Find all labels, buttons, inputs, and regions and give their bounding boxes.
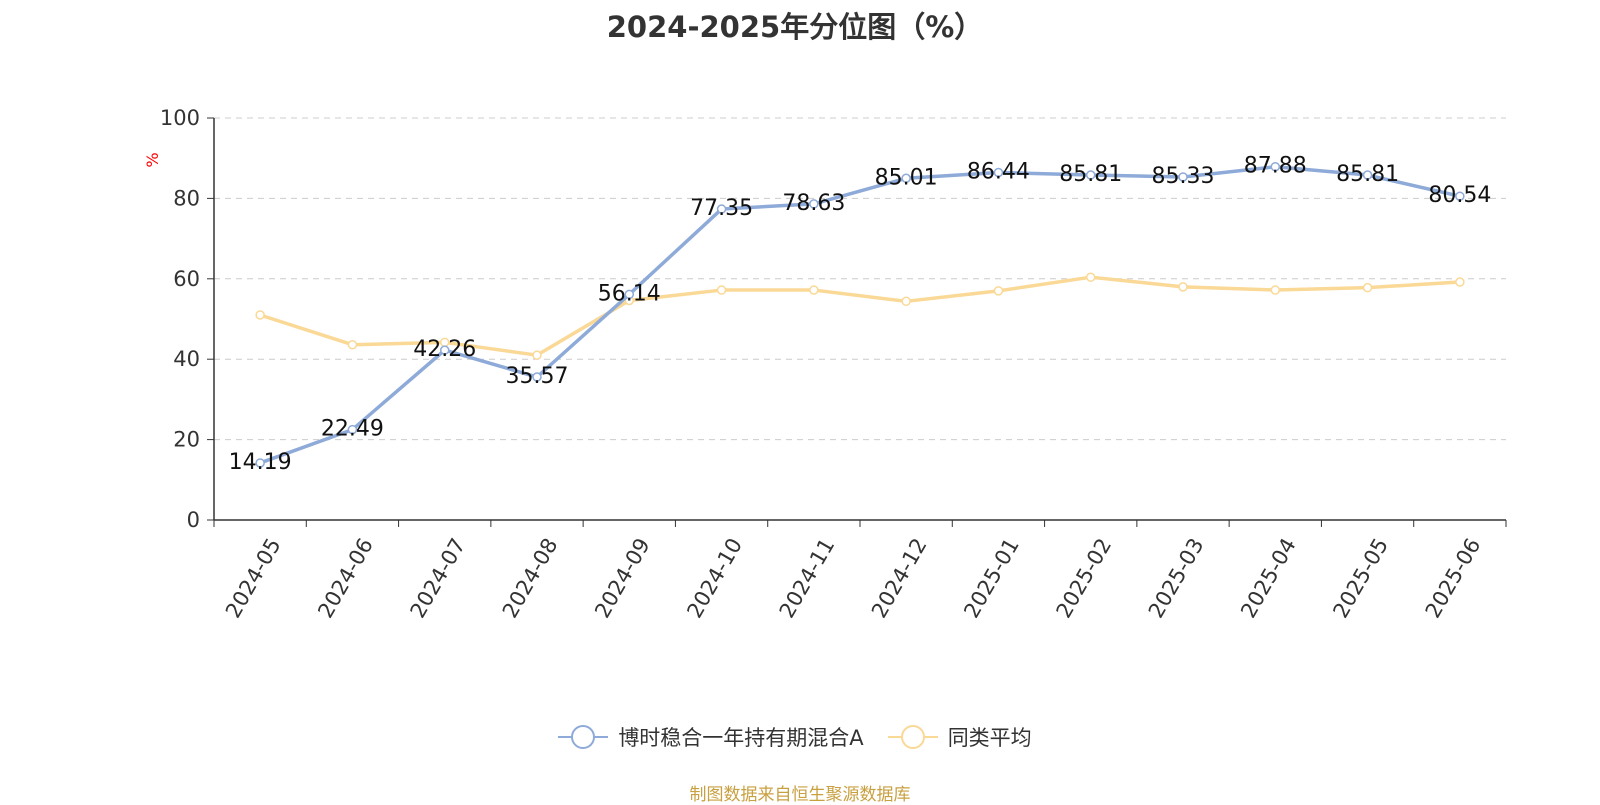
legend-label: 同类平均	[947, 726, 1032, 750]
data-point	[993, 286, 1004, 296]
x-tick-label: 2025-05	[1328, 534, 1393, 622]
y-tick-label: 0	[187, 508, 200, 532]
data-point	[901, 296, 911, 307]
x-tick-label: 2025-01	[959, 534, 1024, 622]
data-point	[1178, 282, 1188, 292]
x-tick-label: 2024-06	[313, 534, 378, 622]
grid-lines	[214, 117, 1506, 441]
y-axis-title: %	[143, 152, 162, 167]
data-point	[809, 285, 819, 295]
data-label: 14.19	[229, 450, 292, 475]
legend-label: 博时稳合一年持有期混合A	[618, 726, 864, 750]
x-tick-label: 2025-03	[1144, 534, 1209, 622]
data-point	[993, 167, 1004, 178]
data-point	[532, 372, 542, 382]
data-point	[1270, 161, 1281, 172]
data-point	[347, 424, 358, 435]
data-label: 86.44	[967, 160, 1030, 185]
legend: 博时稳合一年持有期混合A 同类平均	[0, 722, 1590, 752]
y-tick-label: 100	[160, 106, 200, 130]
data-point	[439, 345, 450, 355]
x-tick-label: 2024-09	[590, 534, 655, 622]
data-point	[1362, 282, 1373, 293]
data-labels: 14.19 22.49 42.26 35.57 56.14 77.35 78.63 85.01…	[229, 154, 1492, 475]
data-point	[1270, 285, 1281, 295]
data-point	[901, 173, 911, 184]
y-tick-label: 60	[173, 267, 200, 291]
x-tick-label: 2024-08	[498, 534, 563, 622]
data-label: 85.01	[875, 165, 938, 190]
x-tick-label: 2025-04	[1236, 534, 1301, 622]
data-point	[1455, 277, 1465, 287]
y-tick-label: 40	[173, 347, 200, 371]
data-label: 35.57	[506, 364, 569, 389]
data-point	[255, 310, 265, 320]
data-label: 22.49	[321, 417, 384, 442]
data-point	[1085, 170, 1096, 180]
x-tick-label: 2025-02	[1052, 534, 1117, 622]
y-tick-label: 80	[173, 186, 200, 210]
legend-item[interactable]: 同类平均	[887, 722, 1032, 752]
data-point	[624, 289, 635, 300]
x-tick-label: 2024-11	[775, 534, 840, 622]
series-line	[259, 164, 1461, 465]
data-point	[1178, 172, 1188, 182]
x-tick-label: 2024-07	[406, 534, 471, 622]
data-point	[1362, 170, 1373, 180]
legend-swatch-icon	[887, 724, 938, 750]
y-tick-label: 20	[173, 428, 200, 452]
data-label: 85.33	[1152, 164, 1215, 189]
data-label: 42.26	[413, 337, 476, 362]
series-lines	[255, 161, 1465, 468]
data-point	[347, 339, 358, 350]
legend-item[interactable]: 博时稳合一年持有期混合A	[558, 722, 864, 752]
data-label: 56.14	[598, 281, 661, 306]
data-point	[1455, 191, 1465, 201]
data-point	[1085, 272, 1096, 282]
axes: 0 20 40 60 80 100 2024-05 2024-06 2024-07 2024-08…	[143, 106, 1507, 622]
data-label: 87.88	[1244, 154, 1307, 179]
source-note: 制图数据来自恒生聚源数据库	[689, 785, 911, 805]
data-point	[532, 350, 542, 360]
data-label: 78.63	[782, 191, 845, 216]
data-label: 85.81	[1059, 162, 1122, 187]
series-line	[259, 275, 1460, 357]
x-tick-label: 2025-06	[1421, 534, 1486, 622]
data-point	[809, 199, 819, 209]
x-tick-label: 2024-12	[867, 534, 932, 622]
data-point	[255, 458, 265, 468]
data-point	[716, 285, 727, 295]
chart-title: 2024-2025年分位图（%）	[606, 10, 984, 44]
x-tick-label: 2024-10	[682, 534, 747, 622]
data-label: 77.35	[690, 196, 753, 221]
data-label: 80.54	[1428, 183, 1491, 208]
legend-swatch-icon	[558, 724, 609, 750]
data-point	[716, 204, 727, 214]
data-label: 85.81	[1336, 162, 1399, 187]
x-tick-label: 2024-05	[221, 534, 286, 622]
